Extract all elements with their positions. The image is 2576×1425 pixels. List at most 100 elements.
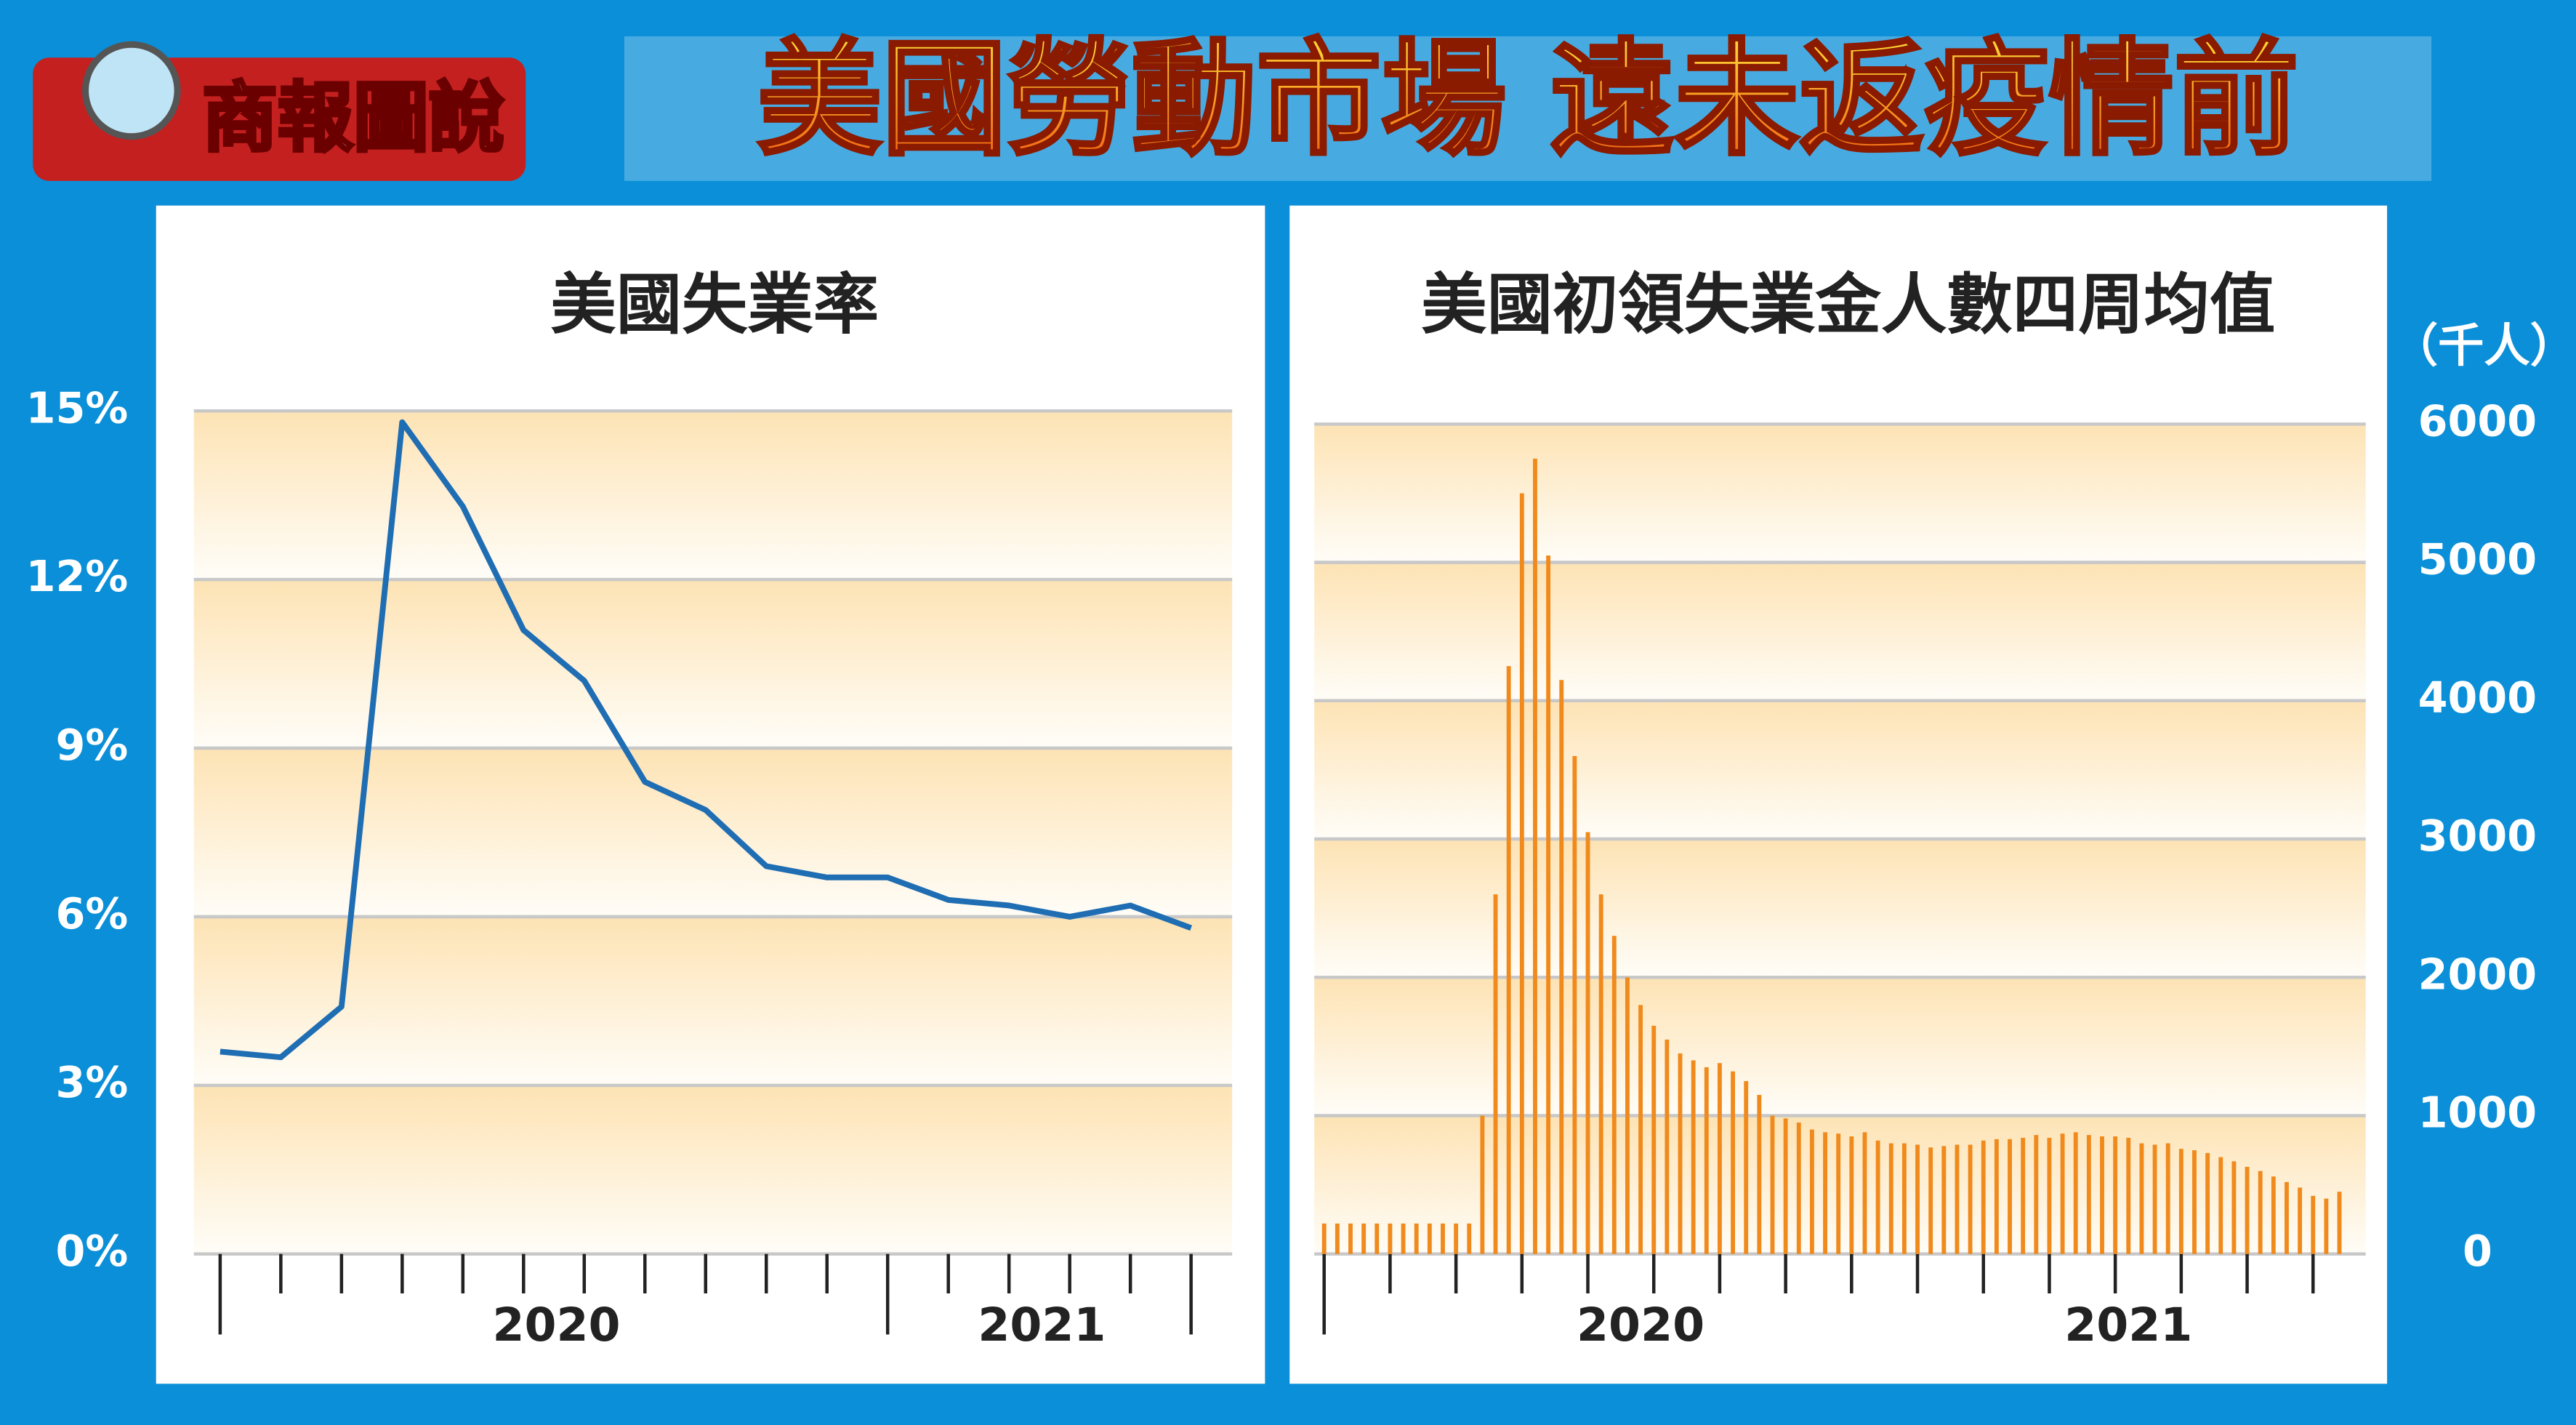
bar: [2113, 1136, 2118, 1254]
bar: [1691, 1060, 1696, 1254]
bar: [1928, 1147, 1933, 1254]
bar: [1611, 936, 1617, 1254]
bar: [1427, 1223, 1432, 1254]
bar: [1546, 555, 1551, 1254]
bar: [1585, 832, 1590, 1254]
bar: [2047, 1137, 2052, 1254]
bar: [2298, 1187, 2303, 1254]
bar: [1994, 1139, 1999, 1254]
bar: [2218, 1157, 2223, 1254]
chart-title: 美國失業率: [550, 267, 879, 343]
bar: [1454, 1223, 1459, 1254]
bar: [2008, 1139, 2012, 1254]
bar: [1901, 1143, 1907, 1254]
y-tick-label: 4000: [2418, 673, 2537, 723]
bar: [1335, 1223, 1340, 1254]
bar: [1559, 680, 1564, 1254]
bar: [1809, 1129, 1814, 1254]
bar: [2311, 1195, 2316, 1254]
page-title: 美國勞動市場 遠未返疫情前: [757, 27, 2298, 172]
bar: [1915, 1144, 1920, 1254]
bar: [1744, 1080, 1749, 1254]
y-tick-label: 6000: [2418, 396, 2537, 446]
bar: [1770, 1115, 1775, 1254]
bar: [2205, 1152, 2210, 1254]
bar: [1374, 1223, 1380, 1254]
bar: [1875, 1140, 1880, 1254]
bar: [2245, 1166, 2250, 1254]
y-tick-label: 12%: [26, 551, 129, 601]
y-tick-label: 3%: [56, 1057, 129, 1107]
bar: [1651, 1025, 1657, 1254]
bar: [1757, 1094, 1762, 1254]
bar: [1678, 1053, 1683, 1254]
bar: [2258, 1171, 2263, 1254]
plot-band: [1314, 424, 2366, 563]
x-tick-label: 2020: [1577, 1298, 1704, 1352]
y-tick-label: 0%: [56, 1226, 129, 1276]
bar: [2165, 1143, 2170, 1254]
plot-band: [193, 411, 1233, 580]
bar: [1414, 1223, 1419, 1254]
bar: [1625, 977, 1630, 1254]
bar: [1849, 1136, 1854, 1254]
plot-band: [1314, 700, 2366, 840]
bar: [1321, 1223, 1327, 1254]
y-axis-unit: （千人）: [2392, 318, 2576, 372]
bar: [2060, 1133, 2065, 1254]
bar: [2126, 1137, 2131, 1254]
x-tick-label: 2021: [2064, 1298, 2192, 1352]
bar: [2192, 1150, 2197, 1254]
bar: [1361, 1223, 1367, 1254]
bar: [1533, 458, 1537, 1254]
plot-band: [193, 1085, 1233, 1254]
plot-band: [193, 916, 1233, 1085]
bar: [1955, 1144, 1960, 1254]
badge: 商報圖說: [202, 74, 504, 162]
bar: [1665, 1039, 1670, 1254]
y-tick-label: 2000: [2418, 949, 2537, 999]
bar: [1717, 1063, 1722, 1254]
bar: [2100, 1136, 2104, 1254]
bar: [2152, 1144, 2157, 1254]
plot-band: [1314, 977, 2366, 1116]
bar: [1823, 1132, 1827, 1254]
bar: [1441, 1223, 1445, 1254]
bar: [2337, 1192, 2342, 1254]
bar: [1348, 1223, 1353, 1254]
bar: [1638, 1005, 1643, 1254]
bar: [1796, 1123, 1801, 1254]
bar: [2178, 1149, 2183, 1254]
bar: [2021, 1137, 2026, 1254]
bar: [2139, 1143, 2144, 1254]
bar: [2231, 1161, 2237, 1254]
x-tick-label: 2021: [978, 1298, 1106, 1352]
bar: [2086, 1135, 2091, 1254]
plot-band: [193, 579, 1233, 749]
x-tick-label: 2020: [492, 1298, 620, 1352]
bar: [1968, 1144, 1973, 1254]
bar: [1519, 493, 1524, 1254]
bar: [2073, 1132, 2078, 1254]
bar: [1981, 1140, 1986, 1254]
bar: [1888, 1143, 1893, 1254]
bar: [1388, 1223, 1393, 1254]
magnifier-icon: [82, 41, 181, 140]
bar: [1598, 894, 1603, 1254]
bar: [1401, 1223, 1406, 1254]
y-tick-label: 9%: [56, 720, 129, 770]
y-tick-label: 1000: [2418, 1088, 2537, 1138]
y-tick-label: 5000: [2418, 534, 2537, 585]
bar: [2324, 1198, 2329, 1254]
bar: [1704, 1067, 1709, 1254]
bar: [1783, 1118, 1788, 1254]
bar: [1493, 894, 1498, 1254]
plot-band: [193, 748, 1233, 917]
bar: [1572, 755, 1577, 1254]
bar: [2271, 1176, 2276, 1254]
y-tick-label: 0: [2463, 1226, 2492, 1276]
bar: [1941, 1146, 1947, 1254]
bar: [1480, 1115, 1485, 1254]
y-tick-label: 6%: [56, 888, 129, 939]
